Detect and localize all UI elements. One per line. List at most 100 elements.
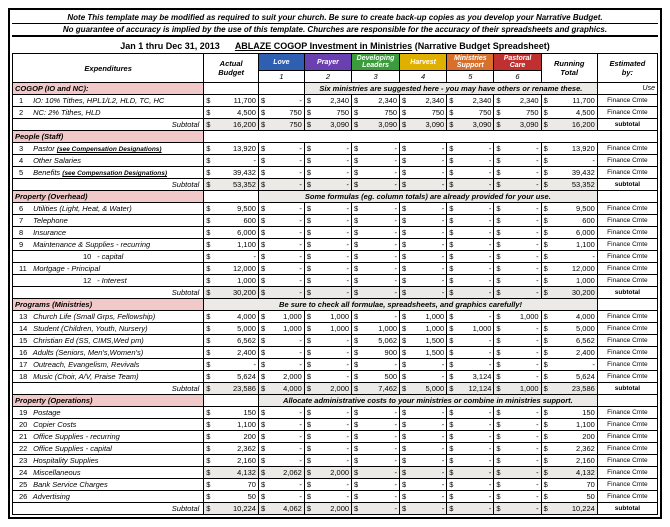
cell-min[interactable]: $- [494,359,541,371]
cell-min[interactable]: $- [352,443,400,455]
cell-min[interactable]: $- [304,347,351,359]
cell-min[interactable]: $2,062 [258,467,304,479]
cell-ab[interactable]: $- [204,155,259,167]
cell-min[interactable]: $- [304,215,351,227]
cell-min[interactable]: $- [304,263,351,275]
cell-min[interactable]: $- [352,419,400,431]
cell-min[interactable]: $- [352,239,400,251]
cell-min[interactable]: $- [304,455,351,467]
cell-min[interactable]: $- [494,167,541,179]
cell-min[interactable]: $- [352,263,400,275]
cell-min[interactable]: $- [494,239,541,251]
cell-min[interactable]: $- [258,335,304,347]
cell-min[interactable]: $1,000 [258,323,304,335]
cell-min[interactable]: $500 [352,371,400,383]
cell-min[interactable]: $- [400,143,447,155]
cell-min[interactable]: $- [304,443,351,455]
cell-min[interactable]: $- [494,335,541,347]
cell-min[interactable]: $- [258,443,304,455]
cell-min[interactable]: $- [494,467,541,479]
cell-min[interactable]: $- [352,491,400,503]
cell-min[interactable]: $2,340 [304,95,351,107]
cell-min[interactable]: $750 [258,107,304,119]
cell-min[interactable]: $- [447,215,494,227]
cell-min[interactable]: $- [447,311,494,323]
cell-min[interactable]: $1,000 [304,311,351,323]
cell-min[interactable]: $750 [447,107,494,119]
cell-min[interactable]: $- [447,359,494,371]
cell-min[interactable]: $- [400,443,447,455]
cell-min[interactable]: $- [400,491,447,503]
cell-min[interactable]: $- [400,431,447,443]
cell-min[interactable]: $2,340 [400,95,447,107]
cell-ab[interactable]: $9,500 [204,203,259,215]
cell-min[interactable]: $- [304,203,351,215]
cell-ab[interactable]: $12,000 [204,263,259,275]
cell-min[interactable]: $- [258,491,304,503]
cell-min[interactable]: $- [352,431,400,443]
cell-ab[interactable]: $5,000 [204,323,259,335]
cell-min[interactable]: $1,000 [258,311,304,323]
cell-min[interactable]: $- [447,155,494,167]
cell-min[interactable]: $- [494,155,541,167]
cell-min[interactable]: $- [447,275,494,287]
cell-ab[interactable]: $200 [204,431,259,443]
cell-min[interactable]: $1,000 [352,323,400,335]
cell-ab[interactable]: $1,100 [204,419,259,431]
cell-min[interactable]: $- [447,227,494,239]
cell-min[interactable]: $- [400,467,447,479]
cell-min[interactable]: $- [352,311,400,323]
cell-min[interactable]: $- [400,155,447,167]
cell-min[interactable]: $- [400,215,447,227]
cell-ab[interactable]: $13,920 [204,143,259,155]
cell-min[interactable]: $- [258,167,304,179]
cell-ab[interactable]: $600 [204,215,259,227]
cell-min[interactable]: $- [447,455,494,467]
cell-min[interactable]: $- [352,215,400,227]
cell-min[interactable]: $- [400,239,447,251]
cell-min[interactable]: $- [352,167,400,179]
cell-ab[interactable]: $- [204,359,259,371]
cell-min[interactable]: $- [400,371,447,383]
cell-min[interactable]: $- [258,431,304,443]
cell-min[interactable]: $- [447,335,494,347]
cell-min[interactable]: $- [400,227,447,239]
cell-min[interactable]: $- [400,455,447,467]
cell-min[interactable]: $- [258,227,304,239]
cell-min[interactable]: $- [494,215,541,227]
cell-min[interactable]: $900 [352,347,400,359]
cell-ab[interactable]: $1,000 [204,275,259,287]
cell-min[interactable]: $- [258,275,304,287]
cell-min[interactable]: $- [447,419,494,431]
cell-min[interactable]: $- [447,167,494,179]
cell-min[interactable]: $1,000 [400,311,447,323]
cell-min[interactable]: $- [304,371,351,383]
cell-min[interactable]: $3,124 [447,371,494,383]
cell-ab[interactable]: $2,362 [204,443,259,455]
cell-min[interactable]: $- [304,359,351,371]
cell-min[interactable]: $- [494,431,541,443]
cell-min[interactable]: $- [494,491,541,503]
cell-min[interactable]: $- [494,455,541,467]
cell-min[interactable]: $- [400,407,447,419]
cell-ab[interactable]: $6,000 [204,227,259,239]
cell-min[interactable]: $1,000 [304,323,351,335]
cell-min[interactable]: $- [304,251,351,263]
cell-min[interactable]: $- [258,95,304,107]
cell-ab[interactable]: $70 [204,479,259,491]
cell-ab[interactable]: $2,400 [204,347,259,359]
cell-min[interactable]: $- [494,371,541,383]
cell-min[interactable]: $- [352,227,400,239]
cell-min[interactable]: $- [494,323,541,335]
cell-min[interactable]: $750 [400,107,447,119]
cell-min[interactable]: $750 [304,107,351,119]
cell-min[interactable]: $- [258,419,304,431]
cell-ab[interactable]: $150 [204,407,259,419]
cell-min[interactable]: $- [494,263,541,275]
cell-min[interactable]: $1,500 [400,335,447,347]
cell-min[interactable]: $- [304,335,351,347]
cell-min[interactable]: $2,000 [304,467,351,479]
cell-min[interactable]: $- [400,359,447,371]
cell-ab[interactable]: $- [204,251,259,263]
cell-ab[interactable]: $4,000 [204,311,259,323]
